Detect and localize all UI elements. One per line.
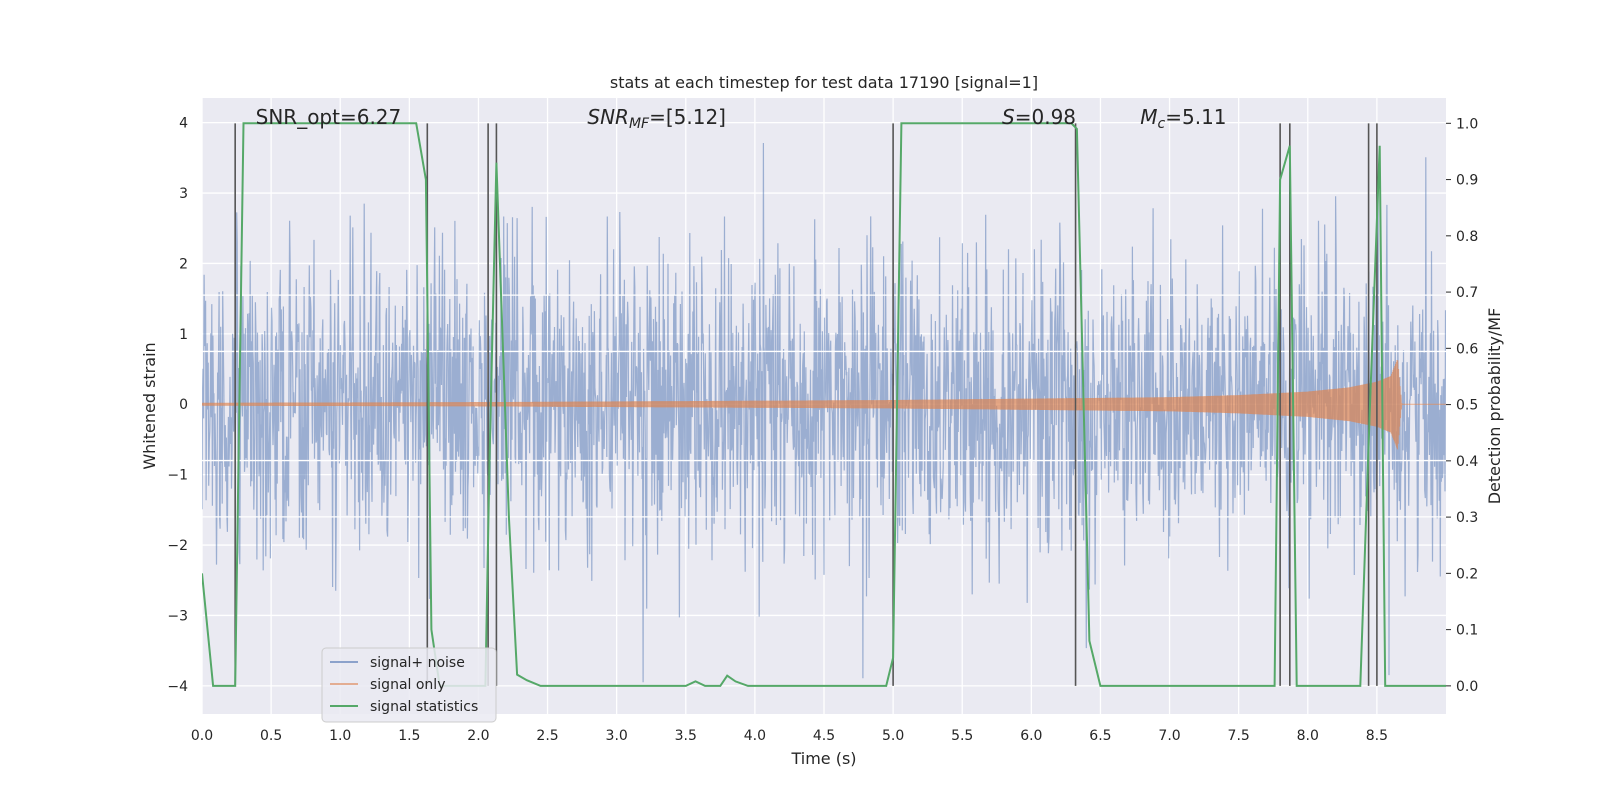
x-tick-label: 3.0 — [606, 728, 628, 744]
annotation-text: SNR_opt=6.27 — [256, 105, 402, 129]
x-tick-label: 4.5 — [813, 728, 835, 744]
legend: signal+ noise signal only signal statistic… — [321, 647, 497, 723]
y-right-tick-label: 0.2 — [1456, 566, 1478, 582]
y-tick-label: 0 — [179, 397, 188, 413]
y-axis-right-label: Detection probability/MF — [1485, 308, 1504, 505]
y-right-tick-label: 1.0 — [1456, 116, 1478, 132]
x-tick-label: 5.5 — [951, 728, 973, 744]
y-right-tick-label: 0.6 — [1456, 341, 1478, 357]
x-tick-label: 0.0 — [191, 728, 213, 744]
chart-title: stats at each timestep for test data 171… — [610, 73, 1038, 92]
y-tick-label: −4 — [167, 679, 188, 695]
legend-label: signal+ noise — [370, 655, 465, 671]
x-tick-label: 2.5 — [536, 728, 558, 744]
x-tick-label: 6.0 — [1020, 728, 1042, 744]
x-tick-label: 5.0 — [882, 728, 904, 744]
x-tick-label: 2.0 — [467, 728, 489, 744]
y-axis-right-ticks: 0.0 0.1 0.2 0.3 0.4 0.5 0.6 0.7 0.8 0.9 1.0 — [1446, 116, 1478, 695]
annotation-text: SNRMF=[5.12] — [587, 105, 726, 132]
x-tick-label: 7.0 — [1158, 728, 1180, 744]
y-tick-label: 2 — [179, 256, 188, 272]
y-right-tick-label: 0.4 — [1456, 454, 1478, 470]
series-signal-statistics-line — [202, 122, 1446, 687]
series-signal-only-line — [202, 359, 1446, 450]
x-tick-label: 3.5 — [675, 728, 697, 744]
y-axis-ticks: −4 −3 −2 −1 0 1 2 3 4 — [167, 116, 188, 695]
x-tick-label: 8.0 — [1297, 728, 1319, 744]
annotation-text: Mc=5.11 — [1140, 105, 1226, 132]
legend-box — [321, 647, 497, 723]
y-right-tick-label: 0.8 — [1456, 229, 1478, 245]
y-tick-label: 1 — [179, 327, 188, 343]
y-right-tick-label: 0.9 — [1456, 173, 1478, 189]
legend-label: signal statistics — [370, 699, 478, 715]
y-tick-label: −3 — [167, 608, 188, 624]
series-layer — [202, 122, 1446, 687]
y-right-tick-label: 0.5 — [1456, 398, 1478, 414]
legend-label: signal only — [370, 677, 445, 693]
y-tick-label: 4 — [179, 116, 188, 132]
x-tick-label: 8.5 — [1366, 728, 1388, 744]
y-right-tick-label: 0.3 — [1456, 510, 1478, 526]
y-tick-label: −1 — [167, 468, 188, 484]
x-tick-label: 7.5 — [1228, 728, 1250, 744]
x-axis-ticks: 0.0 0.5 1.0 1.5 2.0 2.5 3.0 3.5 4.0 4.5 5.0 5.5 6.0 6… — [191, 728, 1388, 744]
x-tick-label: 1.5 — [398, 728, 420, 744]
y-right-tick-label: 0.0 — [1456, 679, 1478, 695]
x-tick-label: 1.0 — [329, 728, 351, 744]
annotation-text: S=0.98 — [1002, 105, 1076, 129]
x-tick-label: 6.5 — [1089, 728, 1111, 744]
x-tick-label: 0.5 — [260, 728, 282, 744]
y-right-tick-label: 0.7 — [1456, 285, 1478, 301]
x-axis-label: Time (s) — [790, 749, 856, 768]
y-tick-label: −2 — [167, 538, 188, 554]
annotations: SNR_opt=6.27 SNRMF=[5.12] S=0.98 Mc=5.11 — [256, 105, 1227, 132]
y-tick-label: 3 — [179, 186, 188, 202]
y-right-tick-label: 0.1 — [1456, 623, 1478, 639]
x-tick-label: 4.0 — [744, 728, 766, 744]
y-axis-label: Whitened strain — [140, 342, 159, 469]
series-signal-noise-line — [202, 142, 1446, 683]
